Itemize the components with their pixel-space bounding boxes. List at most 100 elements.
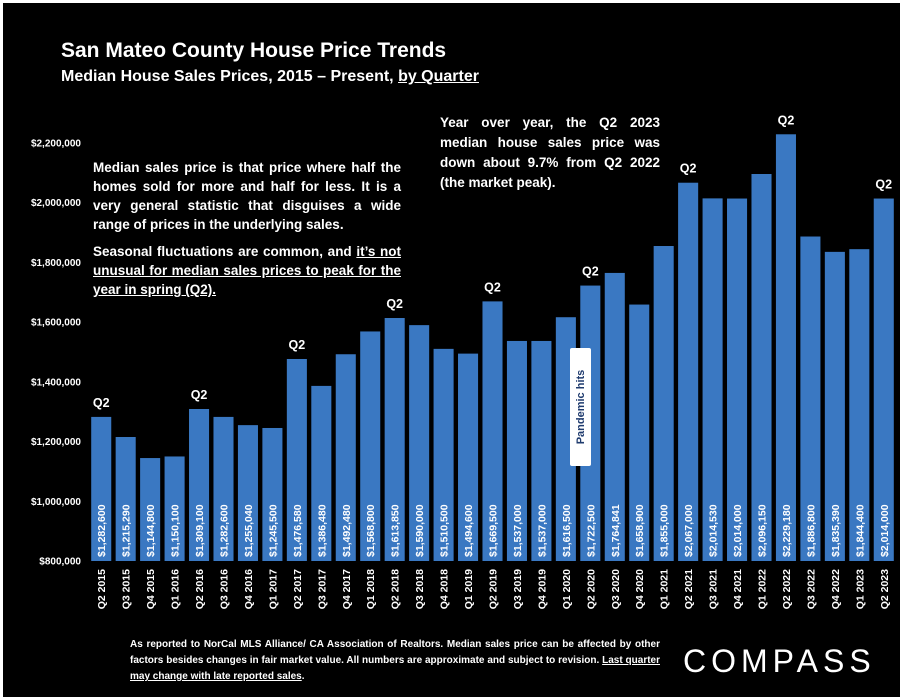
y-tick-label: $1,000,000: [31, 497, 81, 508]
bar-value-label: $2,229,180: [781, 504, 793, 557]
compass-logo: COMPASS: [683, 643, 876, 679]
bar: [213, 416, 234, 561]
bar-top-label: Q2: [191, 388, 208, 402]
bar-value-label: $1,476,580: [292, 504, 304, 557]
bar-top-label: Q2: [875, 178, 892, 192]
x-tick-label: Q2 2017: [292, 569, 304, 609]
note-p2-start: Seasonal fluctuations are common, and: [93, 244, 357, 259]
bar-value-label: $2,096,150: [757, 504, 769, 557]
bar: [824, 251, 845, 561]
bar: [482, 301, 503, 561]
x-tick-label: Q1 2020: [561, 569, 573, 609]
bar-value-label: $1,835,390: [830, 504, 842, 557]
x-tick-label: Q2 2015: [96, 569, 108, 609]
bar: [189, 408, 210, 561]
bar-value-label: $1,764,841: [610, 504, 622, 557]
note-median-explanation: Median sales price is that price where h…: [93, 158, 401, 307]
bar-value-label: $1,215,290: [121, 504, 133, 557]
bar: [702, 198, 723, 561]
x-tick-label: Q4 2018: [439, 569, 451, 609]
y-tick-label: $2,000,000: [31, 198, 81, 209]
x-axis: Q2 2015 Q3 2015 Q4 2015 Q1 2016 Q2 2016 Q3 20…: [96, 569, 891, 609]
bar-value-label: $1,568,800: [365, 504, 377, 557]
x-tick-label: Q3 2021: [708, 569, 720, 609]
bar: [311, 385, 332, 561]
bar: [873, 198, 894, 561]
bar-value-label: $1,494,600: [463, 504, 475, 557]
bar: [409, 325, 430, 561]
bar: [286, 358, 307, 561]
bar: [140, 458, 161, 561]
bar: [531, 340, 552, 561]
footer-end: .: [301, 671, 305, 682]
bar-value-label: $1,616,500: [561, 504, 573, 557]
x-tick-label: Q1 2018: [365, 569, 377, 609]
chart-title: San Mateo County House Price Trends: [61, 39, 447, 62]
bar-value-label: $1,658,900: [634, 504, 646, 557]
note-paragraph-2: Seasonal fluctuations are common, and it…: [93, 242, 401, 299]
bar: [237, 425, 258, 561]
note-paragraph-1: Median sales price is that price where h…: [93, 160, 401, 232]
bar-value-label: $2,014,000: [879, 504, 891, 557]
x-tick-label: Q2 2016: [194, 569, 206, 609]
x-tick-label: Q3 2020: [610, 569, 622, 609]
x-tick-label: Q4 2021: [732, 569, 744, 609]
bar-value-label: $1,844,400: [854, 504, 866, 557]
bar-value-label: $1,886,800: [805, 504, 817, 557]
y-tick-label: $800,000: [39, 557, 81, 568]
x-tick-label: Q1 2019: [463, 569, 475, 609]
bar-chart: $800,000 $1,000,000 $1,200,000 $1,400,000 $1…: [31, 113, 894, 609]
bar-value-label: $1,510,500: [439, 504, 451, 557]
x-tick-label: Q2 2022: [781, 569, 793, 609]
x-tick-label: Q4 2016: [243, 569, 255, 609]
bar: [262, 427, 283, 561]
y-tick-label: $1,600,000: [31, 318, 81, 329]
x-tick-label: Q1 2021: [659, 569, 671, 609]
bar: [678, 182, 699, 561]
bar-value-label: $1,282,600: [96, 504, 108, 557]
footer-note: As reported to NorCal MLS Alliance/ CA A…: [130, 637, 660, 685]
bar-top-label: Q2: [289, 338, 306, 352]
bar-value-label: $1,492,480: [341, 504, 353, 557]
bar: [653, 246, 674, 561]
bar: [91, 416, 112, 561]
y-tick-label: $1,400,000: [31, 377, 81, 388]
x-tick-label: Q3 2016: [219, 569, 231, 609]
bar-top-label: Q2: [386, 297, 403, 311]
subtitle-main: Median House Sales Prices, 2015 – Presen…: [61, 68, 399, 85]
x-tick-label: Q2 2018: [390, 569, 402, 609]
bar-top-label: Q2: [582, 265, 599, 279]
chart-subtitle: Median House Sales Prices, 2015 – Presen…: [61, 68, 479, 86]
x-tick-label: Q3 2022: [805, 569, 817, 609]
bar-value-label: $1,537,000: [512, 504, 524, 557]
note-year-over-year: Year over year, the Q2 2023 median house…: [440, 115, 660, 190]
bar: [115, 437, 136, 561]
bar: [164, 456, 185, 561]
y-tick-label: $1,200,000: [31, 437, 81, 448]
bar: [335, 354, 356, 561]
note-p2-underlined: it’s not unusual for median sales prices…: [93, 244, 401, 297]
x-tick-label: Q4 2020: [634, 569, 646, 609]
bar-top-label: Q2: [93, 396, 110, 410]
x-tick-label: Q3 2018: [414, 569, 426, 609]
bar-value-label: $1,144,800: [145, 504, 157, 557]
x-tick-label: Q3 2017: [316, 569, 328, 609]
x-tick-label: Q4 2017: [341, 569, 353, 609]
x-tick-label: Q3 2015: [121, 569, 133, 609]
pandemic-label: Pandemic hits: [574, 369, 587, 445]
bar: [384, 318, 405, 561]
bar: [849, 249, 870, 561]
bar-value-label: $1,613,850: [390, 504, 402, 557]
footer-link: Last quarter may change with late report…: [130, 655, 660, 682]
x-tick-label: Q1 2023: [854, 569, 866, 609]
bar: [458, 353, 479, 561]
y-tick-label: $1,800,000: [31, 258, 81, 269]
bar-value-label: $1,255,040: [243, 504, 255, 557]
bar: [775, 134, 796, 561]
bar: [506, 340, 527, 561]
bar-value-label: $1,282,600: [219, 504, 231, 557]
y-tick-label: $2,200,000: [31, 139, 81, 150]
bar: [604, 272, 625, 561]
bar: [360, 331, 381, 561]
x-tick-label: Q4 2019: [536, 569, 548, 609]
